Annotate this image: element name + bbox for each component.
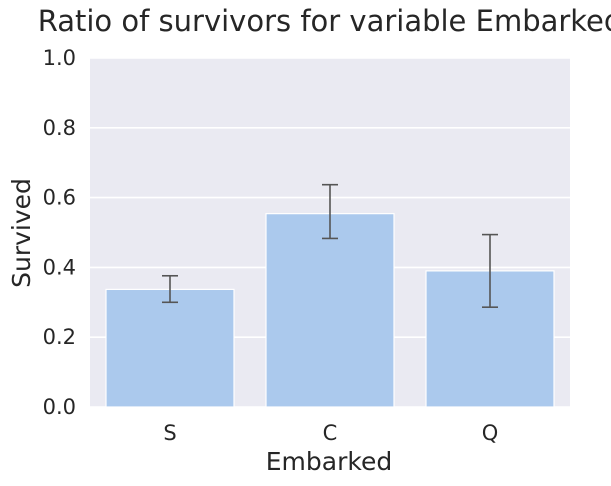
y-tick-label: 0.6 [43, 186, 76, 210]
y-tick-label: 0.8 [43, 116, 76, 140]
y-tick-label: 0.2 [43, 325, 76, 349]
y-tick-label: 0.4 [43, 255, 76, 279]
y-tick-label: 0.0 [43, 395, 76, 419]
bar-S [105, 288, 235, 408]
error-bar-Q [482, 233, 498, 308]
y-axis-label: Survived [7, 178, 36, 288]
bars [105, 213, 555, 408]
y-tick-labels: 0.0 0.2 0.4 0.6 0.8 1.0 [43, 46, 76, 419]
bar-C [265, 213, 395, 408]
error-bar-C [322, 183, 338, 240]
x-axis-label: Embarked [266, 447, 392, 476]
x-tick-label-Q: Q [482, 421, 499, 445]
y-tick-label: 1.0 [43, 46, 76, 70]
x-tick-label-C: C [323, 421, 338, 445]
x-tick-label-S: S [163, 421, 176, 445]
chart-title: Ratio of survivors for variable Embarked [38, 4, 611, 38]
error-bars [162, 183, 498, 308]
error-bar-S [162, 274, 178, 304]
